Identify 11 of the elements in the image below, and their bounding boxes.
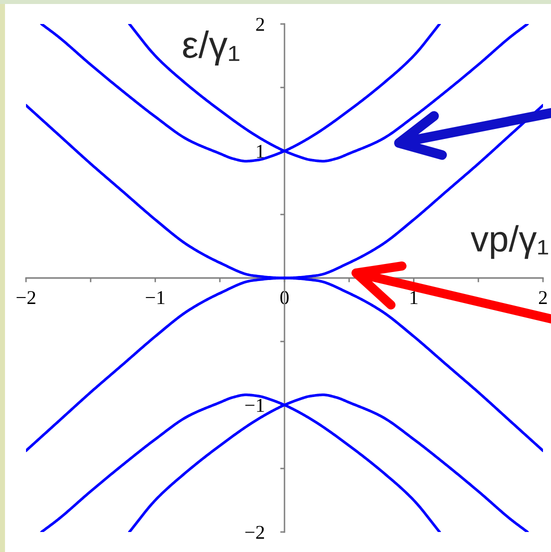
y-tick-label: 2 bbox=[256, 18, 264, 31]
x-tick-label: −1 bbox=[146, 291, 164, 304]
x-tick-label: 0 bbox=[280, 291, 289, 304]
x-axis-title: vp/γ₁ bbox=[470, 225, 548, 259]
y-tick-label: 1 bbox=[257, 144, 264, 158]
y-tick-label: −2 bbox=[245, 526, 264, 539]
x-tick-label: 2 bbox=[538, 291, 547, 304]
x-tick-label: −2 bbox=[16, 291, 36, 304]
y-tick-label: −1 bbox=[245, 398, 264, 412]
x-tick-label: 1 bbox=[410, 291, 418, 304]
y-axis-title: ε/γ₁ bbox=[183, 30, 240, 66]
